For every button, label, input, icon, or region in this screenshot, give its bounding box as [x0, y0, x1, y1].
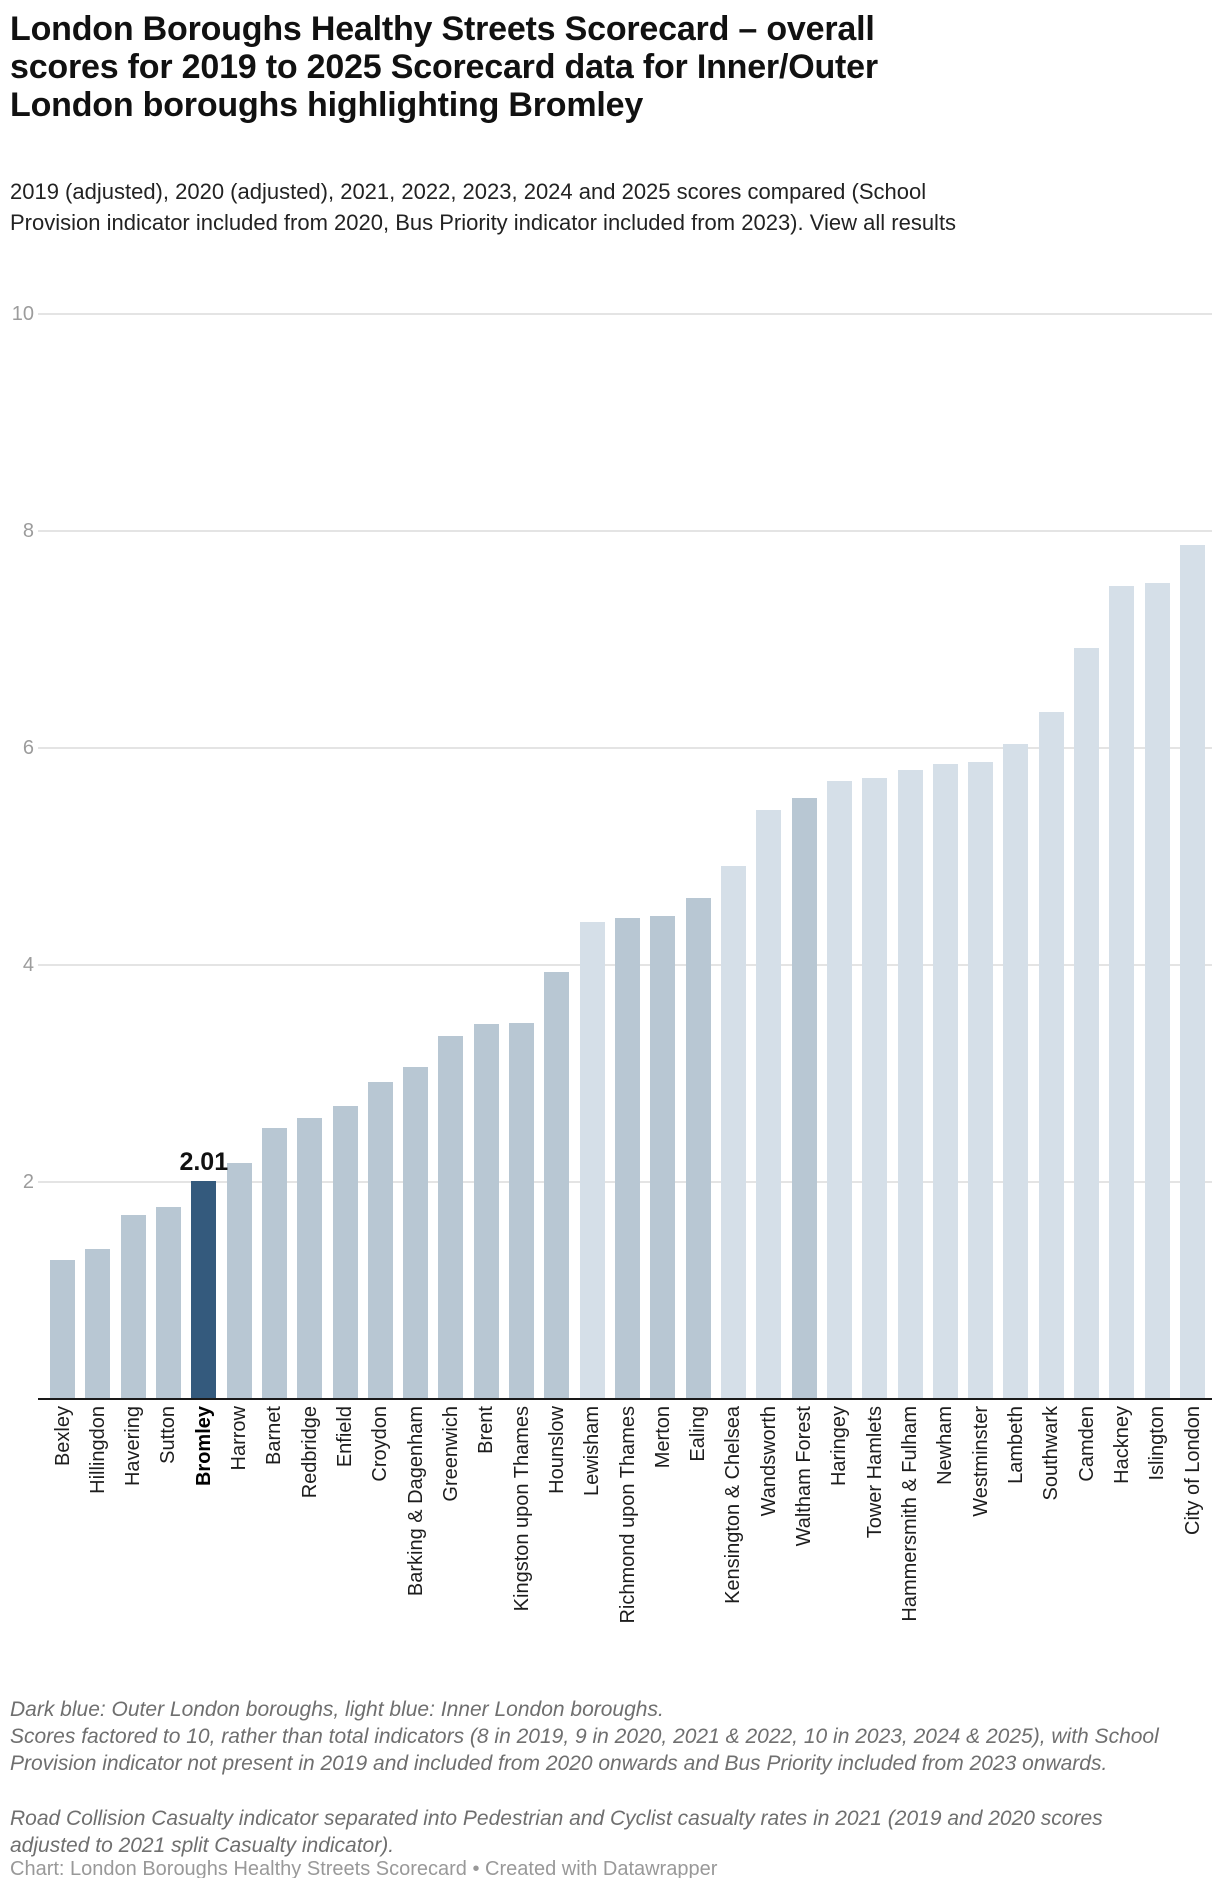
x-axis-label: Westminster: [969, 1406, 992, 1517]
x-axis-label: Kingston upon Thames: [510, 1406, 533, 1612]
subtitle-text: 2019 (adjusted), 2020 (adjusted), 2021, …: [10, 179, 927, 235]
chart-credit: Chart: London Boroughs Healthy Streets S…: [10, 1858, 718, 1878]
gridline-y-10: [38, 313, 1212, 315]
bar-wandsworth[interactable]: [756, 809, 782, 1399]
y-tick-label: 4: [22, 954, 34, 976]
bar-city-of-london[interactable]: [1180, 545, 1205, 1399]
bar-merton[interactable]: [650, 916, 676, 1399]
x-axis-label: Croydon: [369, 1406, 392, 1482]
bar-bexley[interactable]: [50, 1260, 75, 1399]
x-axis-label: Tower Hamlets: [863, 1406, 886, 1539]
bar-tower-hamlets[interactable]: [862, 778, 888, 1399]
bar-westminster[interactable]: [968, 762, 994, 1399]
x-axis-label: City of London: [1181, 1406, 1204, 1535]
bar-brent[interactable]: [473, 1023, 499, 1399]
footnote-color-key: Dark blue: Outer London boroughs, light …: [10, 1698, 664, 1721]
y-tick-label: 2: [22, 1171, 34, 1193]
x-axis-label: Lewisham: [581, 1406, 604, 1497]
gridline-y-8: [38, 530, 1212, 532]
x-axis-label: Havering: [122, 1406, 145, 1487]
bar-sutton[interactable]: [155, 1207, 181, 1399]
x-axis-label: Bromley: [192, 1406, 215, 1487]
bar-hillingdon[interactable]: [85, 1249, 111, 1399]
bar-lambeth[interactable]: [1003, 743, 1029, 1399]
x-axis-label: Southwark: [1040, 1406, 1063, 1501]
bar-croydon[interactable]: [367, 1082, 393, 1399]
x-axis-label: Kensington & Chelsea: [722, 1406, 745, 1604]
x-axis-label: Hackney: [1110, 1406, 1133, 1484]
bar-kingston-upon-thames[interactable]: [509, 1022, 535, 1399]
x-axis-label: Islington: [1146, 1406, 1169, 1481]
x-axis-label: Haringey: [828, 1406, 851, 1487]
x-axis-label: Hammersmith & Fulham: [899, 1406, 921, 1622]
bar-enfield[interactable]: [332, 1106, 358, 1399]
bar-redbridge[interactable]: [297, 1118, 323, 1399]
bar-hackney[interactable]: [1109, 586, 1135, 1399]
x-axis-label: Newham: [934, 1406, 957, 1485]
x-axis-label: Hillingdon: [86, 1406, 109, 1494]
bar-newham[interactable]: [932, 764, 958, 1399]
x-axis-line: [38, 1398, 1212, 1400]
x-axis-label: Brent: [475, 1406, 498, 1454]
highlight-value-label: 2.01: [179, 1147, 229, 1176]
view-all-results-link[interactable]: View all results: [809, 210, 957, 235]
x-axis-label: Sutton: [157, 1406, 180, 1464]
x-axis-label: Wandsworth: [757, 1406, 780, 1517]
bar-greenwich[interactable]: [438, 1035, 464, 1399]
bar-southwark[interactable]: [1038, 712, 1064, 1399]
x-axis-label: Barnet: [263, 1406, 286, 1465]
bar-lewisham[interactable]: [579, 921, 605, 1399]
x-axis-label: Camden: [1075, 1406, 1098, 1482]
bar-bromley[interactable]: [191, 1180, 217, 1399]
x-axis-label: Harrow: [228, 1406, 251, 1471]
bar-ealing[interactable]: [685, 897, 711, 1399]
footnote-scores-method: Scores factored to 10, rather than total…: [10, 1725, 1159, 1775]
bar-camden[interactable]: [1074, 648, 1100, 1399]
footnote-casualty-indicator: Road Collision Casualty indicator separa…: [10, 1807, 1103, 1857]
bar-haringey[interactable]: [826, 780, 852, 1399]
x-axis-label: Richmond upon Thames: [616, 1406, 639, 1624]
x-axis-label: Greenwich: [439, 1406, 462, 1502]
x-axis-label: Enfield: [334, 1406, 356, 1468]
bar-hounslow[interactable]: [544, 971, 570, 1399]
x-axis-label: Lambeth: [1004, 1406, 1027, 1484]
y-tick-label: 6: [22, 737, 34, 759]
x-axis-label: Bexley: [51, 1406, 74, 1467]
bar-kensington-chelsea[interactable]: [720, 866, 746, 1399]
bar-havering[interactable]: [120, 1214, 146, 1399]
y-tick-label: 8: [22, 520, 34, 542]
bar-richmond-upon-thames[interactable]: [615, 918, 640, 1399]
bar-waltham-forest[interactable]: [791, 797, 817, 1399]
x-axis-label: Redbridge: [298, 1406, 321, 1499]
x-axis-label: Waltham Forest: [793, 1406, 816, 1547]
chart-subtitle: 2019 (adjusted), 2020 (adjusted), 2021, …: [10, 176, 978, 238]
chart-title: London Boroughs Healthy Streets Scorecar…: [10, 10, 878, 124]
bar-barnet[interactable]: [261, 1127, 287, 1400]
x-axis-label: Merton: [651, 1406, 674, 1469]
gridline-y-6: [38, 747, 1212, 749]
bar-hammersmith-fulham[interactable]: [897, 769, 923, 1399]
bar-islington[interactable]: [1144, 583, 1170, 1399]
bar-harrow[interactable]: [226, 1162, 252, 1399]
x-axis-label: Ealing: [687, 1406, 710, 1462]
bar-barking-dagenham[interactable]: [403, 1067, 429, 1399]
x-axis-label: Barking & Dagenham: [404, 1406, 427, 1597]
x-axis-label: Hounslow: [545, 1406, 568, 1494]
y-tick-label: 10: [11, 303, 34, 325]
